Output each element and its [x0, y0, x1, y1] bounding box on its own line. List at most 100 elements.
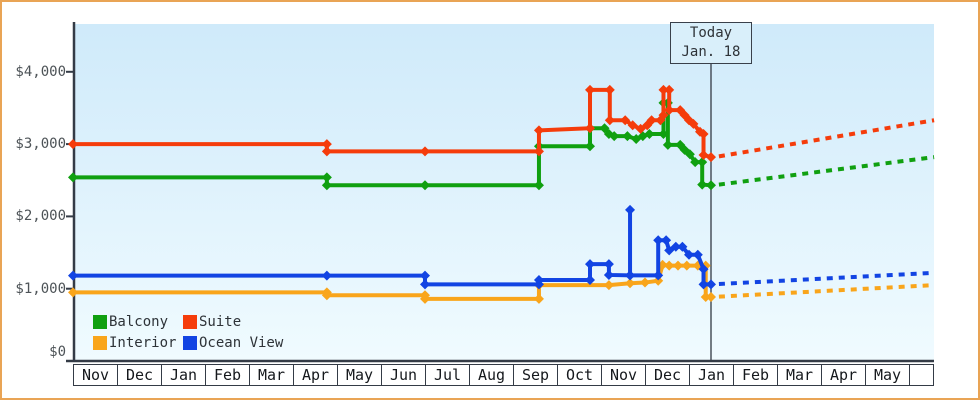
month-cell: Aug: [470, 365, 514, 385]
data-point-marker: [604, 115, 615, 126]
data-point-marker: [653, 270, 664, 281]
data-point-marker: [658, 128, 669, 139]
data-point-marker: [622, 131, 633, 142]
data-point-marker: [420, 293, 430, 304]
data-point-marker: [706, 180, 716, 191]
today-label: Today: [689, 25, 733, 41]
data-point-marker: [700, 292, 711, 303]
legend-item-ocean-view: Ocean View: [183, 332, 283, 353]
data-point-marker: [68, 139, 78, 150]
data-point-marker: [658, 110, 669, 121]
data-point-marker: [698, 128, 709, 139]
data-point-marker: [625, 204, 636, 215]
data-point-marker: [603, 280, 614, 291]
data-point-marker: [698, 279, 709, 290]
legend-item-suite: Suite: [183, 311, 283, 332]
data-point-marker: [321, 146, 332, 157]
legend-item-interior: Interior: [93, 332, 183, 353]
data-point-marker: [585, 123, 595, 134]
data-point-marker: [599, 123, 610, 134]
legend-swatch-suite-icon: [183, 314, 197, 329]
data-point-marker: [644, 128, 655, 139]
data-point-marker: [603, 269, 614, 280]
month-cell: Mar: [778, 365, 822, 385]
legend-swatch-interior-icon: [93, 335, 107, 350]
data-point-marker: [661, 235, 672, 246]
month-cell: Apr: [294, 365, 338, 385]
legend-label-balcony: Balcony: [109, 313, 169, 330]
data-point-marker: [533, 146, 544, 157]
data-point-marker: [620, 115, 631, 126]
data-point-marker: [321, 180, 332, 191]
data-point-marker: [609, 131, 620, 142]
month-cell: Dec: [118, 365, 162, 385]
month-cell: Feb: [206, 365, 250, 385]
data-point-marker: [664, 84, 675, 95]
data-point-marker: [690, 157, 701, 168]
data-point-marker: [677, 241, 688, 252]
data-point-marker: [653, 235, 664, 246]
projection-line-suite: [718, 118, 935, 159]
y-axis-tick-label: $1,000: [15, 280, 66, 297]
data-point-marker: [533, 125, 544, 136]
data-point-marker: [585, 259, 595, 270]
y-axis-tick-label: $2,000: [15, 208, 66, 225]
data-point-marker: [420, 270, 430, 281]
data-point-marker: [662, 139, 673, 150]
data-point-marker: [533, 180, 544, 191]
data-point-marker: [706, 152, 716, 163]
data-point-marker: [664, 105, 675, 116]
data-point-marker: [321, 290, 332, 301]
month-cell: May: [866, 365, 910, 385]
month-cell: May: [338, 365, 382, 385]
month-cell-blank: [910, 365, 933, 385]
today-marker-box: Today Jan. 18: [670, 22, 752, 64]
projection-line-balcony: [718, 155, 935, 187]
data-point-marker: [646, 115, 657, 126]
data-point-marker: [684, 249, 694, 260]
data-point-marker: [321, 270, 332, 281]
data-point-marker: [321, 172, 332, 183]
data-point-marker: [697, 179, 708, 190]
legend-swatch-ocean-view-icon: [183, 335, 197, 350]
data-point-marker: [688, 118, 699, 129]
data-point-marker: [670, 241, 681, 252]
data-point-marker: [533, 293, 544, 304]
y-axis-tick-label: $0: [49, 344, 66, 360]
y-axis-tick-label: $3,000: [15, 136, 66, 153]
month-cell: Apr: [822, 365, 866, 385]
month-cell: Jul: [426, 365, 470, 385]
data-point-marker: [420, 279, 430, 290]
data-point-marker: [681, 260, 692, 271]
data-point-marker: [640, 277, 650, 288]
data-point-marker: [68, 270, 78, 281]
data-point-marker: [603, 259, 614, 270]
data-point-marker: [585, 84, 595, 95]
month-cell: Jun: [382, 365, 426, 385]
legend: Balcony Suite Interior Ocean View: [93, 311, 283, 353]
x-axis-month-row: Nov Dec Jan Feb Mar Apr May Jun Jul Aug Sep Oct Nov D…: [73, 364, 934, 386]
data-point-marker: [664, 245, 675, 256]
data-point-marker: [673, 260, 683, 271]
data-point-marker: [664, 260, 675, 271]
today-date-label: Jan. 18: [681, 44, 741, 60]
legend-label-suite: Suite: [199, 313, 242, 330]
month-cell: Nov: [74, 365, 118, 385]
y-axis-tick-label: $4,000: [15, 63, 66, 80]
data-point-marker: [692, 249, 703, 260]
data-point-marker: [627, 120, 638, 131]
month-cell: Oct: [558, 365, 602, 385]
legend-item-balcony: Balcony: [93, 311, 183, 332]
data-point-marker: [625, 270, 636, 281]
data-point-marker: [625, 278, 636, 289]
data-point-marker: [420, 146, 430, 157]
legend-label-ocean-view: Ocean View: [199, 334, 284, 351]
data-point-marker: [68, 287, 78, 298]
data-point-marker: [706, 292, 716, 303]
data-point-marker: [653, 275, 664, 286]
data-point-marker: [321, 139, 332, 150]
data-point-marker: [420, 180, 430, 191]
data-point-marker: [604, 84, 615, 95]
